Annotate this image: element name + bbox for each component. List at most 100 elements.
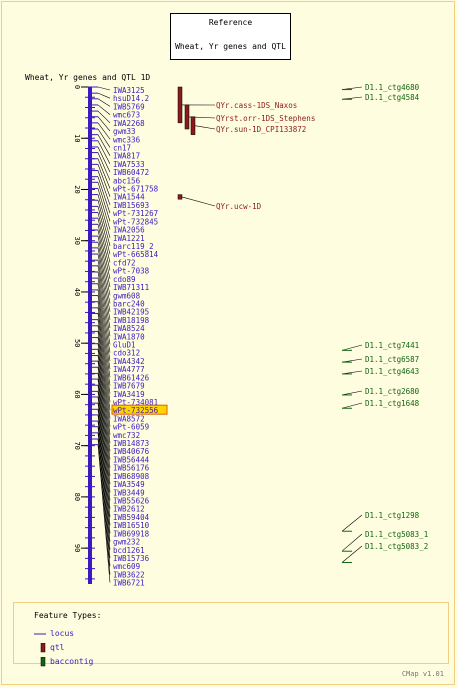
marker-label[interactable]: IWB15693 [113,201,149,210]
marker-label[interactable]: wmc609 [113,562,140,571]
marker-label[interactable]: IWB61426 [113,373,150,382]
contig-label[interactable]: D1.1_ctg4584 [365,93,420,102]
marker-label[interactable]: barc240 [113,299,145,308]
marker-leader-line [97,426,111,558]
marker-leader-line [97,98,111,107]
marker-label[interactable]: bcd1261 [113,546,145,555]
marker-label[interactable]: IWA4777 [113,365,145,374]
marker-label[interactable]: wmc673 [113,111,140,120]
marker-label[interactable]: IWB59404 [113,513,150,522]
marker-label[interactable]: wPt-732556 [113,406,159,415]
marker-label[interactable]: IWB71311 [113,283,149,292]
marker-label[interactable]: cfd72 [113,258,136,267]
marker-label[interactable]: gwm232 [113,538,140,547]
marker-label[interactable]: IWB14873 [113,439,149,448]
marker-label[interactable]: cn17 [113,143,131,152]
axis-tick-label: 80 [73,493,81,501]
qtl-label[interactable]: QYr.sun-1D_CPI133872 [216,125,306,134]
marker-label[interactable]: gwm608 [113,291,141,300]
marker-label[interactable]: wmc732 [113,431,140,440]
qtl-bar[interactable] [184,104,190,130]
marker-label[interactable]: wPt-734081 [113,398,158,407]
marker-label[interactable]: IWB68908 [113,472,150,481]
contig-label[interactable]: D1.1_ctg4680 [365,83,420,92]
marker-label[interactable]: IWA8524 [113,324,145,333]
chromosome-bar[interactable] [88,87,92,584]
map-axis: 0 10 20 30 40 50 60 70 80 90 [73,85,95,584]
marker-label[interactable]: IWA2268 [113,119,145,128]
marker-leader-line [97,170,111,206]
contig-label[interactable]: D1.1_ctg5083_1 [365,530,428,539]
marker-label[interactable]: IWB3449 [113,488,145,497]
marker-label[interactable]: IWA8572 [113,414,145,423]
marker-label[interactable]: IWA2056 [113,226,145,235]
marker-label[interactable]: IWA7533 [113,160,145,169]
marker-label[interactable]: abc156 [113,176,141,185]
marker-label[interactable]: gwm33 [113,127,136,136]
reference-box: Reference Wheat, Yr genes and QTL [170,13,291,60]
qtl-label[interactable]: QYrst.orr-1DS_Stephens [216,114,315,123]
marker-label[interactable]: cdo89 [113,275,136,284]
contig-label[interactable]: D1.1_ctg4643 [365,367,419,376]
marker-label[interactable]: wmc336 [113,135,141,144]
marker-label[interactable]: IWB56444 [113,455,150,464]
axis-tick-label: 10 [73,134,81,142]
marker-label[interactable]: wPt-6059 [113,423,149,432]
marker-label[interactable]: IWB55626 [113,497,150,506]
marker-label[interactable]: wPt-7038 [113,267,150,276]
locus-line-icon [34,633,46,635]
marker-label[interactable]: IWA3549 [113,480,145,489]
marker-label[interactable]: IWB15736 [113,554,150,563]
marker-label[interactable]: IWB42195 [113,308,149,317]
marker-label[interactable]: IWA1221 [113,234,145,243]
marker-label[interactable]: GluD1 [113,341,136,350]
reference-map-link[interactable]: Wheat, Yr genes and QTL [175,42,286,51]
qtl-bar[interactable] [177,194,183,200]
marker-label[interactable]: wPt-731267 [113,209,158,218]
marker-label[interactable]: IWB16510 [113,521,150,530]
contig-label[interactable]: D1.1_ctg6587 [365,355,419,364]
contig-label[interactable]: D1.1_ctg1648 [365,399,420,408]
marker-label[interactable]: IWB18198 [113,316,150,325]
marker-label[interactable]: IWB60472 [113,168,149,177]
marker-label[interactable]: IWB40676 [113,447,150,456]
marker-label[interactable]: IWA1870 [113,332,145,341]
contig-label[interactable]: D1.1_ctg7441 [365,341,419,350]
qtl-label[interactable]: QYr.cass-1DS_Naxos [216,101,297,110]
marker-leader-line [97,367,111,476]
marker-label[interactable]: IWB7679 [113,382,145,391]
marker-label[interactable]: IWB69918 [113,529,150,538]
marker-label[interactable]: IWA817 [113,152,140,161]
qtl-bar[interactable] [177,86,183,124]
contig-label[interactable]: D1.1_ctg1298 [365,511,420,520]
contig-label[interactable]: D1.1_ctg5083_2 [365,542,428,551]
marker-label[interactable]: barc119_2 [113,242,154,251]
marker-label[interactable]: IWB6721 [113,579,145,588]
marker-leader-line [97,301,111,386]
contig-leader-line [341,358,363,363]
marker-leader-line [97,265,111,337]
marker-label[interactable]: IWB56176 [113,464,150,473]
marker-label[interactable]: wPt-732845 [113,217,158,226]
marker-label[interactable]: IWA4342 [113,357,145,366]
marker-label[interactable]: IWB2612 [113,505,145,514]
qtl-bar[interactable] [190,116,196,135]
marker-label[interactable]: wPt-671758 [113,185,159,194]
marker-label[interactable]: cdo312 [113,349,140,358]
marker-label[interactable]: IWA3419 [113,390,145,399]
axis-tick-label: 20 [73,185,81,193]
marker-leader-line [97,361,111,468]
marker-label[interactable]: hsuD14.2 [113,94,149,103]
marker-label[interactable]: IWA1544 [113,193,145,202]
marker-leader-line [97,247,111,312]
marker-leader-line [97,421,111,550]
qtl-label[interactable]: QYr.ucw-1D [216,202,262,211]
marker-leader-line [97,253,111,320]
contig-label[interactable]: D1.1_ctg2680 [365,387,420,396]
marker-label[interactable]: IWB5769 [113,102,145,111]
marker-label[interactable]: wPt-665814 [113,250,159,259]
marker-label[interactable]: IWB3622 [113,570,145,579]
map-title[interactable]: Wheat, Yr genes and QTL 1D [25,73,150,82]
legend-label: qtl [50,643,65,652]
marker-label[interactable]: IWA3125 [113,86,145,95]
